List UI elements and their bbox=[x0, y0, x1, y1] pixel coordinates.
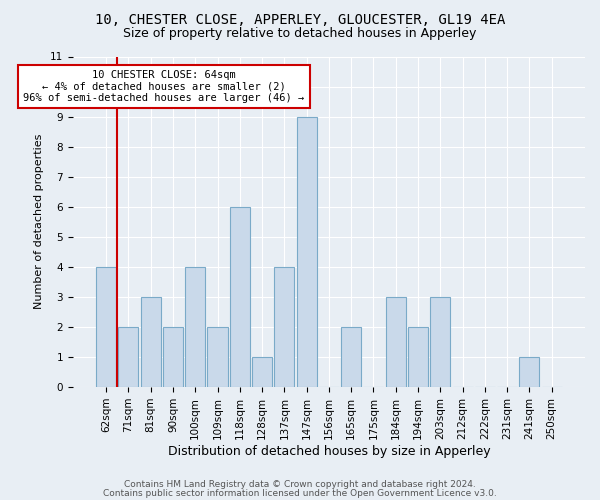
Bar bbox=[386, 297, 406, 387]
Bar bbox=[296, 116, 317, 387]
Bar bbox=[208, 327, 227, 387]
Bar bbox=[408, 327, 428, 387]
Text: 10, CHESTER CLOSE, APPERLEY, GLOUCESTER, GL19 4EA: 10, CHESTER CLOSE, APPERLEY, GLOUCESTER,… bbox=[95, 12, 505, 26]
Bar bbox=[230, 207, 250, 387]
Text: Contains public sector information licensed under the Open Government Licence v3: Contains public sector information licen… bbox=[103, 488, 497, 498]
Bar bbox=[274, 267, 295, 387]
Y-axis label: Number of detached properties: Number of detached properties bbox=[34, 134, 44, 310]
Bar bbox=[118, 327, 139, 387]
Bar bbox=[252, 357, 272, 387]
Bar bbox=[185, 267, 205, 387]
Bar bbox=[96, 267, 116, 387]
Bar bbox=[140, 297, 161, 387]
Bar bbox=[520, 357, 539, 387]
Bar bbox=[430, 297, 451, 387]
Text: Contains HM Land Registry data © Crown copyright and database right 2024.: Contains HM Land Registry data © Crown c… bbox=[124, 480, 476, 489]
Bar bbox=[163, 327, 183, 387]
X-axis label: Distribution of detached houses by size in Apperley: Distribution of detached houses by size … bbox=[167, 444, 490, 458]
Text: Size of property relative to detached houses in Apperley: Size of property relative to detached ho… bbox=[124, 28, 476, 40]
Text: 10 CHESTER CLOSE: 64sqm
← 4% of detached houses are smaller (2)
96% of semi-deta: 10 CHESTER CLOSE: 64sqm ← 4% of detached… bbox=[23, 70, 305, 103]
Bar bbox=[341, 327, 361, 387]
